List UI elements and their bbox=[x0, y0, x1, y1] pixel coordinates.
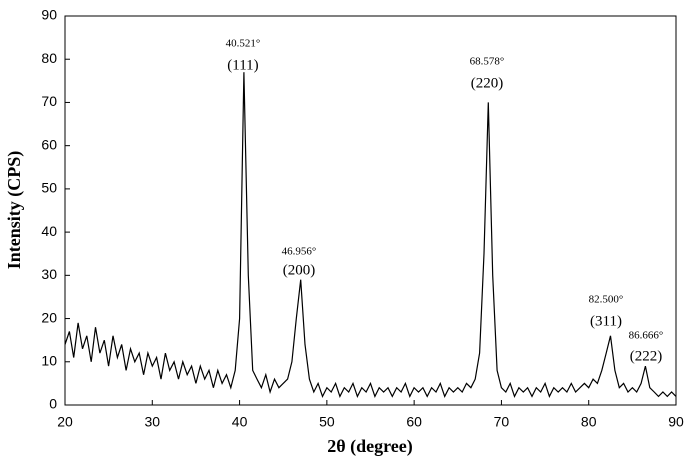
annotation-angle: 40.521° bbox=[226, 38, 261, 50]
annotation-angle: 82.500° bbox=[589, 294, 624, 306]
x-tick-label: 80 bbox=[581, 414, 597, 430]
annotation-plane: (220) bbox=[471, 75, 504, 91]
y-tick-label: 90 bbox=[41, 7, 57, 23]
y-tick-label: 40 bbox=[41, 223, 57, 239]
data-line bbox=[64, 72, 677, 398]
y-tick-label: 20 bbox=[41, 309, 57, 325]
y-tick-label: 50 bbox=[41, 180, 57, 196]
y-tick-label: 80 bbox=[41, 50, 57, 66]
x-tick-label: 70 bbox=[494, 414, 510, 430]
x-tick-label: 50 bbox=[319, 414, 335, 430]
annotation-plane: (222) bbox=[630, 348, 663, 364]
y-axis-label: Intensity (CPS) bbox=[4, 151, 25, 270]
plot-frame bbox=[64, 15, 677, 406]
x-axis-label: 2θ (degree) bbox=[327, 436, 413, 457]
x-tick-label: 60 bbox=[406, 414, 422, 430]
annotation-angle: 86.666° bbox=[629, 330, 664, 342]
annotation-plane: (200) bbox=[283, 262, 316, 278]
y-tick-label: 10 bbox=[41, 352, 57, 368]
annotation-angle: 46.956° bbox=[282, 246, 317, 258]
y-tick-label: 0 bbox=[49, 396, 57, 412]
annotation-angle: 68.578° bbox=[470, 56, 505, 68]
y-tick-label: 30 bbox=[41, 266, 57, 282]
x-tick-label: 30 bbox=[144, 414, 160, 430]
x-tick-label: 40 bbox=[232, 414, 248, 430]
y-tick-label: 60 bbox=[41, 136, 57, 152]
x-tick-label: 20 bbox=[57, 414, 73, 430]
x-tick-label: 90 bbox=[668, 414, 684, 430]
y-tick-label: 70 bbox=[41, 93, 57, 109]
annotation-plane: (311) bbox=[590, 313, 622, 329]
annotation-plane: (111) bbox=[227, 57, 258, 73]
